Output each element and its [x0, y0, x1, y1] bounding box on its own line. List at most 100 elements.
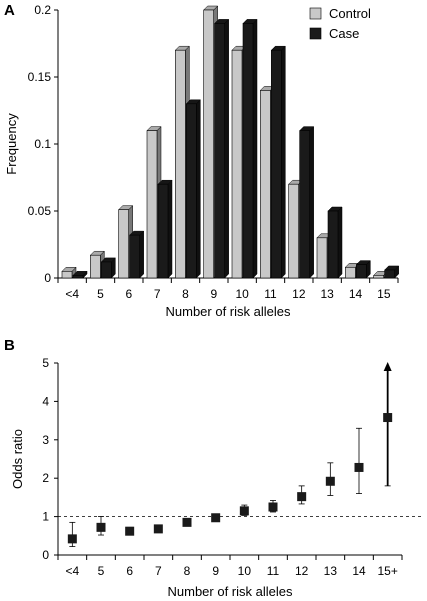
- bar-case-front: [157, 183, 169, 279]
- bar-case-front: [72, 275, 84, 279]
- x-tick-label-b: 13: [324, 564, 338, 578]
- x-tick-label-b: 12: [295, 564, 309, 578]
- y-tick-label-a: 0.15: [28, 70, 52, 84]
- bar-control-front: [90, 254, 101, 279]
- odds-ratio-point: [383, 413, 393, 423]
- y-axis-title-a: Frequency: [4, 113, 19, 175]
- bar-case-side: [281, 45, 286, 279]
- x-axis-title-a: Number of risk alleles: [166, 304, 291, 319]
- odds-ratio-point: [325, 476, 335, 486]
- x-tick-label-a: 14: [349, 287, 363, 301]
- y-tick-label-a: 0: [44, 271, 51, 285]
- error-bar-arrowhead: [383, 362, 392, 371]
- odds-ratio-point: [67, 534, 77, 544]
- frequency-bar-chart: 0 0.05 0.1 0.15 0.2 <4 5 6 7 8 9 10 11 12 13 14 15 Number…: [4, 3, 400, 319]
- bar-case-front: [299, 130, 310, 279]
- x-tick-label-b: 7: [155, 564, 162, 578]
- x-tick-label-b: 15+: [377, 564, 397, 578]
- bar-control-front: [260, 90, 271, 279]
- bar-control-front: [175, 49, 186, 279]
- bar-case: [129, 230, 145, 279]
- error-bar: [383, 362, 392, 487]
- bar-case-side: [224, 18, 229, 279]
- x-tick-label-b: 8: [184, 564, 191, 578]
- bar-control-front: [203, 9, 214, 279]
- x-tick-label-a: 10: [235, 287, 249, 301]
- bar-case: [72, 270, 88, 279]
- bar-case: [299, 125, 315, 279]
- legend-swatch-control: [309, 7, 322, 20]
- odds-ratio-point: [211, 513, 221, 523]
- bar-control: [373, 270, 389, 279]
- bar-case-side: [252, 18, 258, 279]
- bar-case-front: [129, 234, 140, 279]
- bar-case: [355, 259, 371, 279]
- bar-case: [100, 257, 116, 279]
- x-tick-label-a: 11: [264, 287, 277, 301]
- y-tick-label-b: 4: [42, 394, 49, 408]
- y-tick-label-a: 0.1: [34, 137, 51, 151]
- x-tick-label-a: 9: [210, 287, 217, 301]
- odds-ratio-point: [268, 502, 278, 512]
- x-tick-label-b: 14: [352, 564, 366, 578]
- bar-case-front: [214, 23, 225, 279]
- y-axis-title-b: Odds ratio: [10, 429, 25, 489]
- bar-case-front: [186, 103, 197, 279]
- x-tick-label-a: 12: [292, 287, 306, 301]
- panel-a-label: A: [4, 2, 15, 19]
- bar-case: [242, 18, 258, 279]
- y-tick-label-a: 0.05: [28, 204, 52, 218]
- bar-control-front: [118, 209, 129, 279]
- bar-case-side: [309, 125, 314, 279]
- odds-ratio-point: [354, 462, 364, 472]
- x-tick-label-a: 5: [97, 287, 104, 301]
- bar-case-front: [271, 49, 282, 279]
- bar-control-front: [373, 275, 384, 279]
- x-tick-label-a: 13: [320, 287, 334, 301]
- y-tick-label-b: 3: [42, 433, 49, 447]
- y-tick-label-b: 2: [42, 471, 49, 485]
- bar-control-front: [345, 266, 356, 279]
- y-tick-label-b: 0: [42, 548, 49, 562]
- bar-case-side: [196, 99, 201, 279]
- bar-case-front: [101, 261, 112, 279]
- bar-case: [327, 206, 343, 279]
- odds-ratio-point: [182, 517, 192, 527]
- y-tick-label-a: 0.2: [34, 3, 51, 17]
- x-axis-title-b: Number of risk alleles: [168, 584, 293, 599]
- x-tick-label-a: 8: [182, 287, 189, 301]
- x-tick-label-a: 6: [125, 287, 132, 301]
- odds-ratio-point: [96, 522, 106, 532]
- bar-control-front: [231, 49, 243, 279]
- x-tick-label-b: <4: [65, 564, 79, 578]
- bar-control-front: [61, 270, 73, 279]
- bar-control-front: [146, 130, 158, 279]
- bar-case: [185, 99, 201, 279]
- error-bar: [356, 427, 362, 494]
- bar-case-front: [327, 210, 339, 279]
- bar-case-front: [384, 269, 395, 279]
- x-tick-label-a: 15: [377, 287, 391, 301]
- bar-case-front: [242, 23, 254, 279]
- odds-ratio-point: [125, 526, 135, 536]
- bar-control-front: [288, 183, 299, 279]
- bar-case: [157, 179, 173, 279]
- bar-case: [214, 18, 230, 279]
- bar-case-front: [356, 264, 367, 279]
- bar-case: [384, 265, 400, 279]
- panel-b-label: B: [4, 337, 15, 354]
- x-tick-label-b: 9: [212, 564, 219, 578]
- y-tick-label-b: 5: [42, 356, 49, 370]
- x-tick-label-a: <4: [65, 287, 79, 301]
- legend-swatch-case: [309, 27, 322, 40]
- legend-label-control: Control: [329, 6, 371, 21]
- y-tick-label-b: 1: [42, 510, 49, 524]
- legend-label-case: Case: [329, 26, 359, 41]
- x-tick-label-a: 7: [154, 287, 161, 301]
- x-tick-label-b: 6: [126, 564, 133, 578]
- x-tick-label-b: 10: [238, 564, 252, 578]
- bar-case: [270, 45, 286, 279]
- bar-case-side: [139, 230, 144, 279]
